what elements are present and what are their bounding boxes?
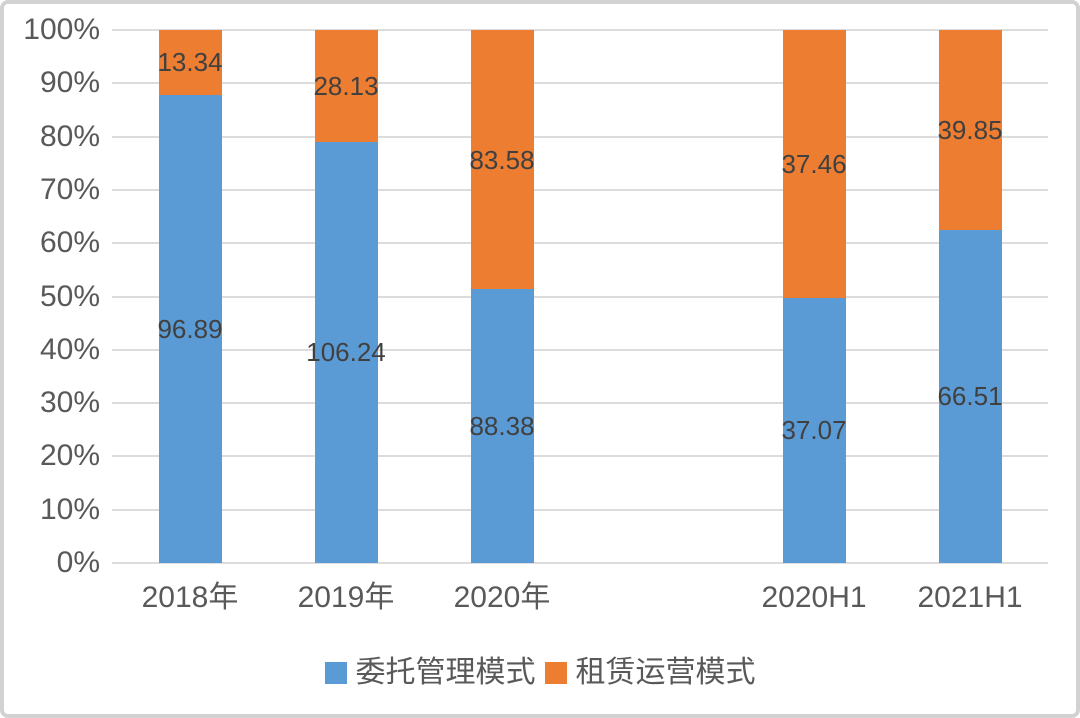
- bar-group: 88.38 83.58: [469, 30, 535, 563]
- bar-segment: [938, 229, 1002, 563]
- bar-segment: [470, 30, 534, 290]
- y-tick-label: 0%: [56, 546, 100, 579]
- gridline: [112, 295, 1048, 298]
- legend: 委托管理模式 租赁运营模式: [4, 656, 1076, 690]
- bar-segment: [938, 30, 1002, 230]
- bar-segment: [158, 30, 222, 95]
- gridline: [112, 508, 1048, 511]
- legend-item-label: 委托管理模式: [355, 656, 536, 689]
- y-axis: 100% 90% 80% 70% 60% 50% 40% 30% 20% 10% 0%: [4, 4, 100, 714]
- bar-segment: [782, 297, 846, 563]
- y-tick-label: 70%: [39, 172, 100, 206]
- x-axis-label: 2019年: [297, 581, 395, 614]
- bar-group: 37.07 37.46: [781, 30, 847, 563]
- y-tick-label: 100%: [23, 13, 100, 46]
- gridline: [112, 82, 1048, 85]
- legend-item: 租赁运营模式: [544, 656, 756, 690]
- gridline: [112, 188, 1048, 191]
- legend-swatch-icon: [544, 662, 567, 684]
- bar-segment: [470, 289, 534, 563]
- y-tick-label: 90%: [39, 66, 100, 100]
- bar-segment: [314, 141, 378, 563]
- gridline: [112, 402, 1048, 405]
- gridline: [112, 29, 1048, 31]
- gridline: [112, 562, 1048, 564]
- x-axis-label: 2018年: [141, 581, 239, 614]
- y-tick-label: 40%: [39, 332, 100, 366]
- bar-group: 66.51 39.85: [937, 30, 1003, 563]
- y-tick-label: 60%: [39, 226, 100, 260]
- bar-segment: [782, 30, 846, 298]
- legend-item-label: 租赁运营模式: [575, 656, 756, 689]
- gridline: [112, 455, 1048, 458]
- bar-segment: [158, 94, 222, 563]
- gridline: [112, 135, 1048, 138]
- gridline: [112, 242, 1048, 245]
- x-axis-label: 2021H1: [917, 581, 1023, 614]
- y-tick-label: 30%: [39, 386, 100, 420]
- y-tick-label: 10%: [39, 492, 100, 526]
- y-tick-label: 20%: [39, 439, 100, 473]
- bar-group: 96.89 13.34: [157, 30, 223, 563]
- x-axis-label: 2020年: [453, 581, 551, 614]
- legend-swatch-icon: [324, 662, 347, 684]
- bar-group: 106.24 28.13: [306, 30, 386, 563]
- legend-item: 委托管理模式: [324, 656, 536, 690]
- bar-segment: [314, 30, 378, 142]
- y-tick-label: 50%: [39, 279, 100, 313]
- x-axis-label: 2020H1: [761, 581, 867, 614]
- gridline: [112, 348, 1048, 351]
- plot-area: 96.89 13.34 106.24 28.13 88.38 83.58 37.07 37.4…: [112, 29, 1048, 564]
- x-axis: 2018年 2019年 2020年 2020H1 2021H1: [112, 580, 1048, 616]
- y-tick-label: 80%: [39, 119, 100, 153]
